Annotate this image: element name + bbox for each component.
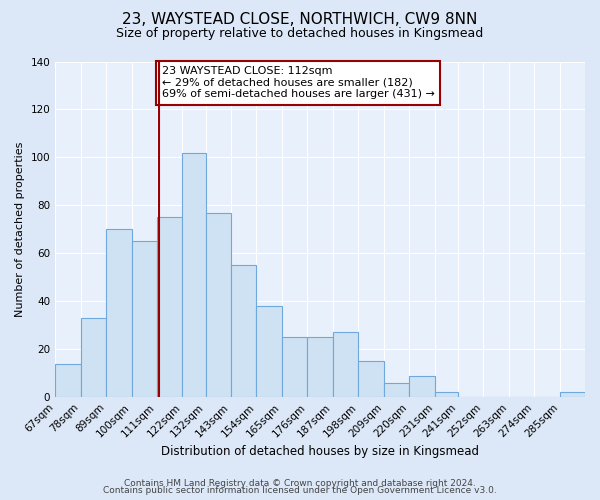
Text: Contains public sector information licensed under the Open Government Licence v3: Contains public sector information licen… [103, 486, 497, 495]
Bar [333, 332, 358, 397]
Bar [206, 212, 231, 397]
Text: Size of property relative to detached houses in Kingsmead: Size of property relative to detached ho… [116, 28, 484, 40]
Y-axis label: Number of detached properties: Number of detached properties [15, 142, 25, 317]
Bar [106, 230, 131, 397]
Bar [131, 242, 157, 397]
Bar [409, 376, 434, 397]
Text: Contains HM Land Registry data © Crown copyright and database right 2024.: Contains HM Land Registry data © Crown c… [124, 478, 476, 488]
Bar [358, 362, 384, 397]
Bar [384, 383, 409, 397]
Bar [434, 392, 458, 397]
Bar [307, 338, 333, 397]
X-axis label: Distribution of detached houses by size in Kingsmead: Distribution of detached houses by size … [161, 444, 479, 458]
Bar [182, 152, 206, 397]
Bar [256, 306, 282, 397]
Bar [282, 338, 307, 397]
Bar [231, 266, 256, 397]
Bar [80, 318, 106, 397]
Text: 23 WAYSTEAD CLOSE: 112sqm
← 29% of detached houses are smaller (182)
69% of semi: 23 WAYSTEAD CLOSE: 112sqm ← 29% of detac… [161, 66, 434, 100]
Bar [560, 392, 585, 397]
Text: 23, WAYSTEAD CLOSE, NORTHWICH, CW9 8NN: 23, WAYSTEAD CLOSE, NORTHWICH, CW9 8NN [122, 12, 478, 28]
Bar [55, 364, 80, 397]
Bar [157, 218, 182, 397]
